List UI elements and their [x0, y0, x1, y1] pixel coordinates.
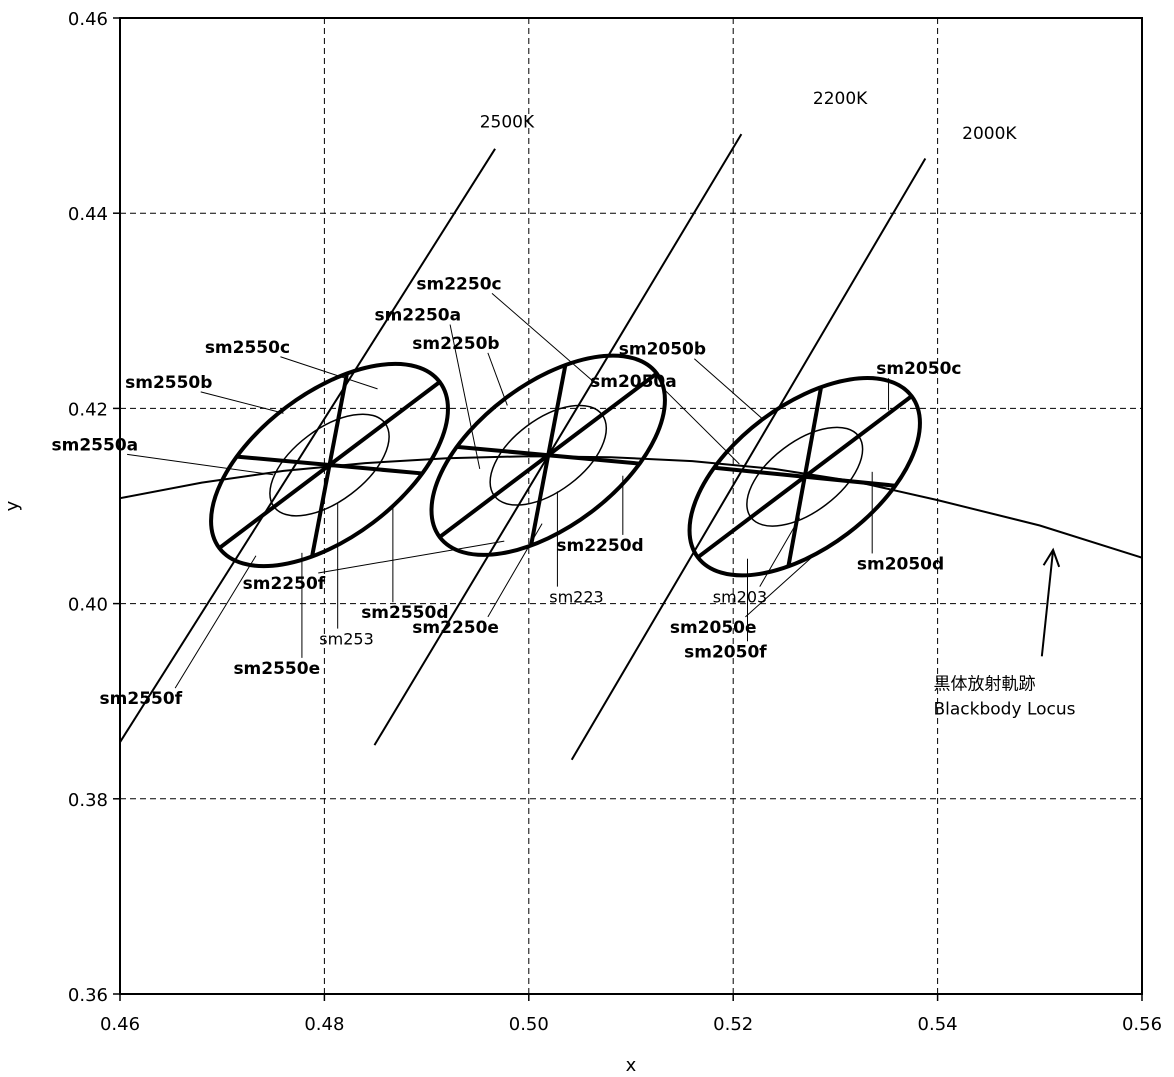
annotation-label-sm253: sm253 [319, 630, 373, 649]
annotation-leader-line [487, 523, 543, 618]
y-axis-title: y [2, 500, 23, 511]
x-axis-title: x [626, 1055, 637, 1076]
annotation-label-sm2250d: sm2250d [556, 536, 643, 556]
x-tick-label: 0.48 [304, 1014, 344, 1035]
annotation-leader-line [127, 453, 274, 476]
annotation-label-sm2250a: sm2250a [374, 306, 461, 326]
blackbody-label-en: Blackbody Locus [934, 699, 1076, 719]
x-tick-label: 0.56 [1122, 1014, 1162, 1035]
annotation-leader-line [665, 390, 740, 465]
isotherm-label-2000K: 2000K [962, 124, 1017, 144]
annotation-label-sm203: sm203 [713, 588, 767, 607]
annotation-label-sm2050b: sm2050b [619, 340, 706, 360]
annotation-label-sm2050e: sm2050e [670, 618, 757, 638]
plot-frame [119, 17, 1143, 995]
annotation-leader-line [174, 555, 257, 689]
annotation-label-sm2250f: sm2250f [243, 574, 326, 594]
annotation-label-sm223: sm223 [549, 588, 603, 607]
y-tick-label: 0.40 [68, 595, 108, 616]
y-tick-label: 0.38 [68, 790, 108, 811]
annotation-leader-line [318, 540, 505, 574]
annotation-label-sm2050f: sm2050f [684, 642, 767, 662]
annotation-label-sm2250c: sm2250c [416, 274, 501, 294]
annotation-labels: 2500K 2200K 2000K sm2550a sm2550b sm2550c sm25… [52, 89, 1076, 720]
y-tick-label: 0.36 [68, 985, 108, 1006]
ellipse-divider-line [456, 444, 640, 466]
x-tick-label: 0.46 [100, 1014, 140, 1035]
annotation-label-sm2250e: sm2250e [412, 618, 499, 638]
y-tick-label: 0.44 [68, 204, 108, 225]
isotherm-line-2200K [373, 133, 743, 746]
y-tick-label: 0.46 [68, 9, 108, 30]
annotation-leader-line [487, 352, 508, 406]
annotation-label-sm2550f: sm2550f [100, 689, 183, 709]
annotation-leader-line [745, 549, 821, 618]
annotation-label-sm2050d: sm2050d [857, 554, 944, 574]
annotation-label-sm2550d: sm2550d [361, 603, 448, 623]
annotation-label-sm2550b: sm2550b [125, 373, 212, 393]
isotherm-line-2000K [570, 158, 927, 761]
annotation-leader-line [200, 391, 284, 414]
x-tick-label: 0.52 [713, 1014, 753, 1035]
ellipse-divider-line [236, 454, 423, 476]
annotation-label-sm2550a: sm2550a [52, 435, 139, 455]
annotation-label-sm2550c: sm2550c [205, 338, 290, 358]
annotation-leader-line [759, 517, 801, 587]
blackbody-arrow-shaft [1040, 549, 1055, 657]
isotherm-label-2500K: 2500K [480, 112, 535, 132]
isotherm-label-2200K: 2200K [813, 89, 868, 109]
x-tick-label: 0.50 [509, 1014, 549, 1035]
annotation-label-sm2250b: sm2250b [412, 334, 499, 354]
blackbody-locus-curve [119, 455, 1143, 559]
annotation-leader-line [449, 324, 481, 470]
annotation-label-sm2550e: sm2550e [233, 659, 320, 679]
grid-lines [120, 18, 1142, 994]
blackbody-label-jp: 黒体放射軌跡 [934, 674, 1036, 694]
axis-ticks: 0.46 0.48 0.50 0.52 0.54 0.56 0.36 0.38 0.40 0.42… [68, 9, 1162, 1035]
annotation-leader-line [491, 292, 597, 385]
blackbody-arrow-head [1042, 547, 1061, 568]
annotation-label-sm2050c: sm2050c [876, 359, 961, 379]
annotation-leader-line [694, 358, 765, 421]
isotherm-line-2500K [119, 148, 496, 743]
annotation-leader-line [280, 356, 378, 390]
y-tick-label: 0.42 [68, 399, 108, 420]
ellipse-divider-line [713, 465, 896, 488]
x-tick-label: 0.54 [918, 1014, 958, 1035]
annotation-label-sm2050a: sm2050a [590, 372, 677, 392]
plot-series [119, 133, 1143, 761]
